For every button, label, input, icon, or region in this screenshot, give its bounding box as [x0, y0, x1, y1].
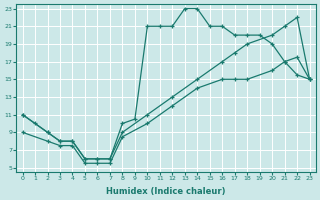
X-axis label: Humidex (Indice chaleur): Humidex (Indice chaleur): [106, 187, 226, 196]
